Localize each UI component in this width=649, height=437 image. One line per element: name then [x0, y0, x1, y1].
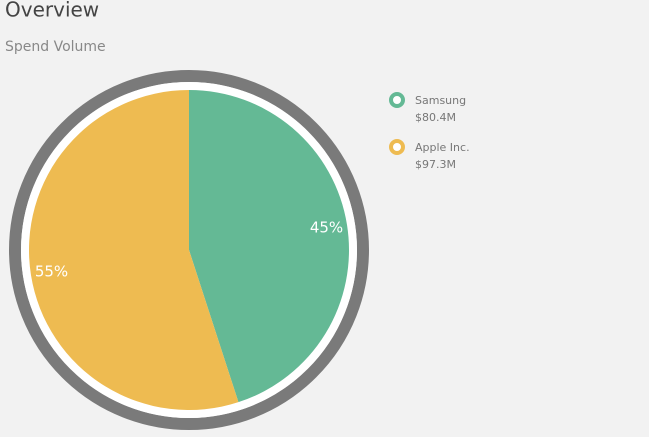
- legend-label: Apple Inc.: [415, 141, 470, 154]
- pie-frame: [9, 70, 369, 430]
- legend-marker: [389, 139, 405, 155]
- slice-label: 45%: [310, 219, 343, 237]
- pie-slice: [28, 90, 239, 411]
- page-title: Overview: [5, 0, 99, 22]
- slice-label: 55%: [35, 262, 68, 280]
- pie-slice: [189, 90, 349, 403]
- chart-title: Spend Volume: [5, 39, 106, 55]
- legend-marker: [389, 92, 405, 108]
- legend-label: Samsung: [415, 94, 466, 107]
- legend-amount: $80.4M: [415, 111, 456, 124]
- legend-amount: $97.3M: [415, 158, 456, 171]
